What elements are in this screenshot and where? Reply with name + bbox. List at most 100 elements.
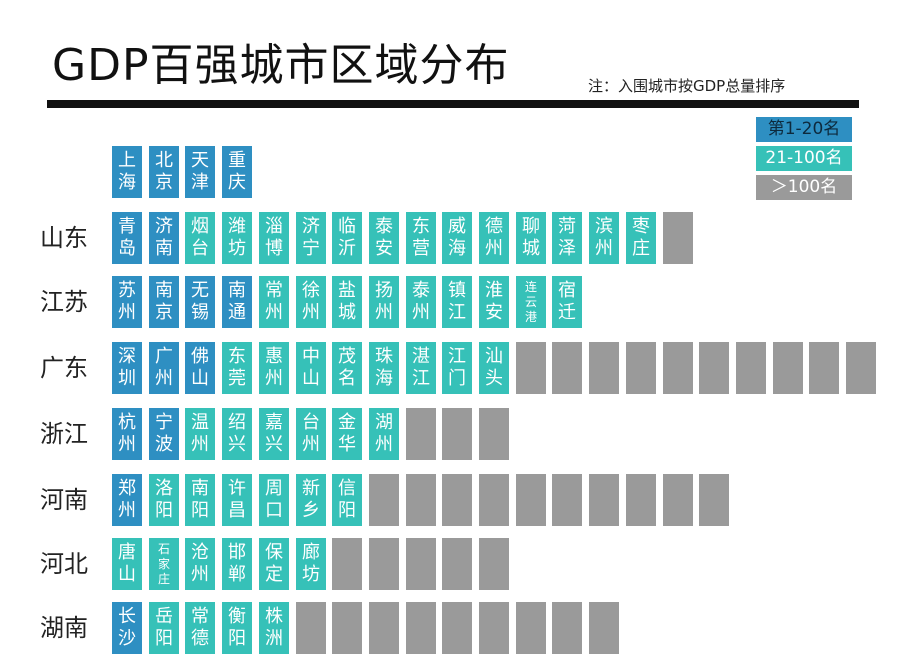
city-name: 泰安 [375,216,393,259]
city-cell-over-100 [406,408,436,460]
city-name: 南阳 [191,478,209,521]
city-cell: 东营 [406,212,436,264]
city-name: 金华 [338,412,356,455]
city-cell: 绍兴 [222,408,252,460]
city-name: 许昌 [228,478,246,521]
city-cell-over-100 [552,602,582,654]
city-name: 天津 [191,150,209,193]
city-cell: 信阳 [332,474,362,526]
city-name: 石家庄 [157,541,170,586]
city-cell: 周口 [259,474,289,526]
city-cell-over-100 [479,408,509,460]
title-divider [47,100,859,108]
city-cell: 盐城 [332,276,362,328]
city-cell: 石家庄 [149,538,179,590]
city-name: 青岛 [118,216,136,259]
city-cell: 威海 [442,212,472,264]
city-name: 上海 [118,150,136,193]
city-cell: 佛山 [185,342,215,394]
chart-note: 注：入围城市按GDP总量排序 [588,77,786,95]
city-name: 温州 [191,412,209,455]
city-name: 泰州 [412,280,430,323]
city-cell-over-100 [736,342,766,394]
city-cell-over-100 [663,474,693,526]
city-cell: 烟台 [185,212,215,264]
city-cell: 南阳 [185,474,215,526]
city-cell-over-100 [406,538,436,590]
city-cell: 中山 [296,342,326,394]
city-cell: 衡阳 [222,602,252,654]
city-name: 珠海 [375,346,393,389]
city-name: 嘉兴 [265,412,283,455]
city-name: 绍兴 [228,412,246,455]
city-cell: 宁波 [149,408,179,460]
city-cell: 常州 [259,276,289,328]
city-cell-over-100 [516,474,546,526]
city-name: 淄博 [265,216,283,259]
city-cell-over-100 [589,474,619,526]
city-name: 济宁 [302,216,320,259]
city-cell: 青岛 [112,212,142,264]
city-name: 常州 [265,280,283,323]
city-name: 衡阳 [228,606,246,649]
city-cell: 广州 [149,342,179,394]
city-name: 广州 [155,346,173,389]
city-cell: 长沙 [112,602,142,654]
city-name: 保定 [265,542,283,585]
city-cell-over-100 [699,342,729,394]
legend: 第1-20名 21-100名 ＞100名 [756,117,852,204]
city-name: 长沙 [118,606,136,649]
city-cell-over-100 [332,538,362,590]
city-name: 新乡 [302,478,320,521]
city-cell: 聊城 [516,212,546,264]
city-cell: 台州 [296,408,326,460]
city-cell-over-100 [663,212,693,264]
city-name: 淮安 [485,280,503,323]
city-name: 信阳 [338,478,356,521]
city-name: 深圳 [118,346,136,389]
city-name: 惠州 [265,346,283,389]
city-cell-over-100 [479,538,509,590]
city-cell: 镇江 [442,276,472,328]
city-cell-over-100 [626,342,656,394]
city-cell: 深圳 [112,342,142,394]
city-cell: 杭州 [112,408,142,460]
city-name: 滨州 [595,216,613,259]
city-cell: 淮安 [479,276,509,328]
legend-item-tier2: 21-100名 [756,146,852,171]
city-cell: 东莞 [222,342,252,394]
city-cell: 济南 [149,212,179,264]
city-cell: 常德 [185,602,215,654]
city-name: 济南 [155,216,173,259]
city-cell: 温州 [185,408,215,460]
city-name: 岳阳 [155,606,173,649]
city-cell: 汕头 [479,342,509,394]
city-name: 重庆 [228,150,246,193]
city-name: 佛山 [191,346,209,389]
city-cell: 嘉兴 [259,408,289,460]
province-label: 河北 [40,550,88,578]
city-cell-over-100 [442,408,472,460]
city-cell: 洛阳 [149,474,179,526]
city-cell: 上海 [112,146,142,198]
city-name: 无锡 [191,280,209,323]
city-cell-over-100 [479,474,509,526]
city-cell: 无锡 [185,276,215,328]
city-name: 潍坊 [228,216,246,259]
city-name: 湖州 [375,412,393,455]
city-name: 枣庄 [632,216,650,259]
city-name: 株洲 [265,606,283,649]
city-name: 苏州 [118,280,136,323]
city-cell-over-100 [369,474,399,526]
city-name: 东莞 [228,346,246,389]
city-cell: 泰安 [369,212,399,264]
city-cell-over-100 [296,602,326,654]
city-cell: 廊坊 [296,538,326,590]
city-cell: 北京 [149,146,179,198]
city-cell-over-100 [516,342,546,394]
city-cell-over-100 [663,342,693,394]
city-cell: 济宁 [296,212,326,264]
city-cell: 枣庄 [626,212,656,264]
city-cell: 湛江 [406,342,436,394]
city-cell-over-100 [626,474,656,526]
